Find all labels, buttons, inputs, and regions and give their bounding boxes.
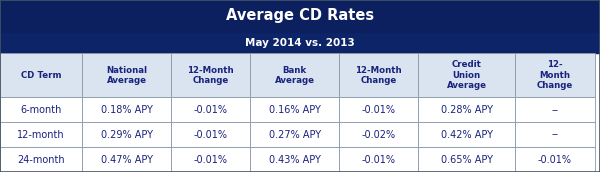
Bar (418, 122, 515, 147)
Bar (171, 53, 250, 97)
Text: 0.42% APY: 0.42% APY (441, 130, 493, 140)
Bar (339, 97, 418, 122)
Text: -0.01%: -0.01% (362, 105, 395, 115)
Bar (171, 122, 250, 147)
Bar (0, 147, 82, 172)
Bar (250, 147, 339, 172)
Text: 0.65% APY: 0.65% APY (441, 154, 493, 165)
Text: 12-month: 12-month (17, 130, 65, 140)
Bar (0, 122, 82, 147)
Bar (171, 97, 250, 122)
Bar (250, 53, 339, 97)
Text: 0.16% APY: 0.16% APY (269, 105, 320, 115)
Text: 0.29% APY: 0.29% APY (101, 130, 152, 140)
Text: 24-month: 24-month (17, 154, 65, 165)
Text: 6-month: 6-month (20, 105, 62, 115)
Bar (339, 147, 418, 172)
Text: 0.28% APY: 0.28% APY (441, 105, 493, 115)
Text: -0.01%: -0.01% (194, 130, 227, 140)
Text: May 2014 vs. 2013: May 2014 vs. 2013 (245, 37, 355, 48)
Text: 0.43% APY: 0.43% APY (269, 154, 320, 165)
Bar (418, 147, 515, 172)
Bar (515, 97, 595, 122)
Text: CD Term: CD Term (21, 71, 61, 80)
Bar (82, 53, 171, 97)
Bar (171, 147, 250, 172)
Text: -0.01%: -0.01% (538, 154, 572, 165)
Bar (339, 53, 418, 97)
Bar (339, 122, 418, 147)
Bar (0, 53, 82, 97)
Text: Average CD Rates: Average CD Rates (226, 8, 374, 23)
Bar (418, 97, 515, 122)
Text: -0.01%: -0.01% (194, 105, 227, 115)
Text: -0.01%: -0.01% (194, 154, 227, 165)
Text: Credit
Union
Average: Credit Union Average (447, 60, 487, 90)
Text: 0.27% APY: 0.27% APY (269, 130, 320, 140)
Text: 12-
Month
Change: 12- Month Change (537, 60, 573, 90)
Text: 0.47% APY: 0.47% APY (101, 154, 152, 165)
Bar (250, 97, 339, 122)
Text: National
Average: National Average (106, 66, 147, 85)
Text: 12-Month
Change: 12-Month Change (187, 66, 234, 85)
Bar (515, 53, 595, 97)
Bar (515, 147, 595, 172)
Bar (0, 32, 600, 53)
Text: 0.18% APY: 0.18% APY (101, 105, 152, 115)
Bar (515, 122, 595, 147)
Text: -0.01%: -0.01% (362, 154, 395, 165)
Bar (82, 147, 171, 172)
Bar (82, 97, 171, 122)
Bar (82, 122, 171, 147)
Bar (418, 53, 515, 97)
Bar (0, 97, 82, 122)
Text: -0.02%: -0.02% (362, 130, 395, 140)
Bar (250, 122, 339, 147)
Text: --: -- (551, 105, 559, 115)
Text: 12-Month
Change: 12-Month Change (355, 66, 402, 85)
Text: Bank
Average: Bank Average (275, 66, 314, 85)
Bar (0, 0, 600, 32)
Text: --: -- (551, 130, 559, 140)
